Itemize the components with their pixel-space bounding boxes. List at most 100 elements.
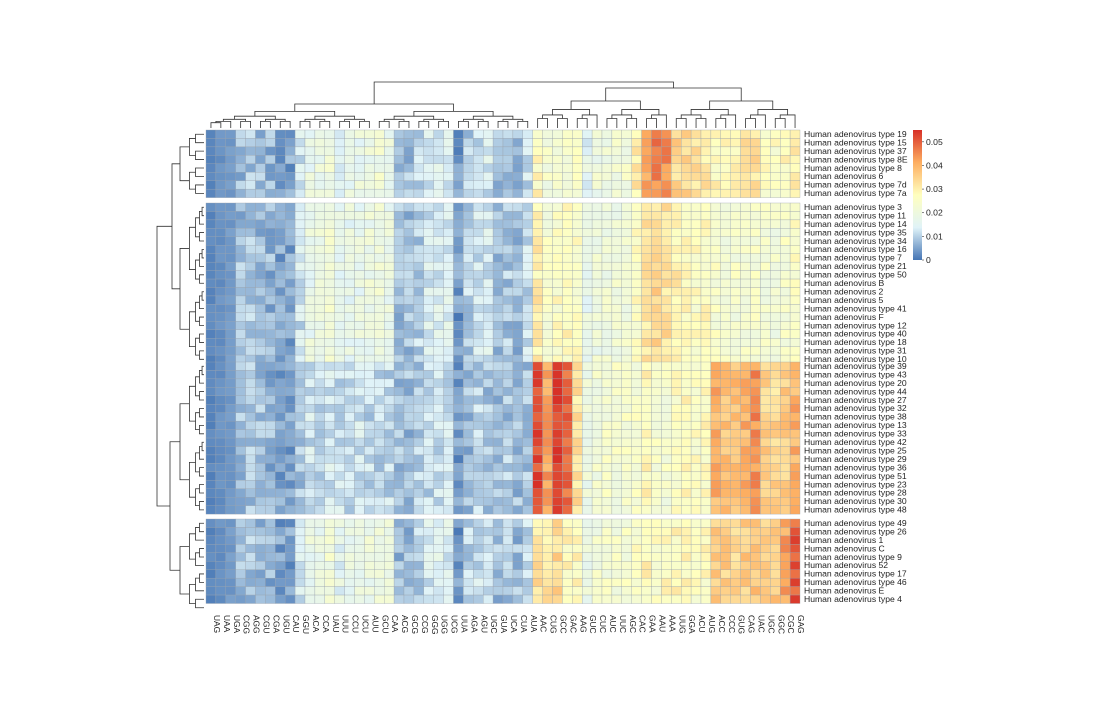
heatmap-cell	[532, 278, 543, 288]
heatmap-cell	[354, 471, 365, 481]
heatmap-cell	[611, 505, 622, 515]
heatmap-cell	[384, 518, 395, 528]
heatmap-cell	[789, 535, 801, 545]
heatmap-cell	[522, 245, 533, 254]
heatmap-cell	[453, 518, 464, 528]
heatmap-cell	[433, 412, 444, 422]
heatmap-cell	[621, 471, 632, 481]
heatmap-cell	[285, 488, 296, 498]
heatmap-cell	[364, 412, 375, 422]
heatmap-cell	[700, 471, 712, 481]
heatmap-cell	[463, 480, 474, 489]
heatmap-cell	[591, 497, 603, 506]
heatmap-cell	[572, 429, 583, 439]
heatmap-cell	[720, 446, 731, 456]
heatmap-cell	[681, 387, 692, 396]
heatmap-cell	[572, 346, 583, 356]
heatmap-cell	[473, 420, 484, 430]
heatmap-cell	[770, 594, 781, 604]
heatmap-cell	[354, 437, 365, 447]
heatmap-cell	[334, 429, 345, 439]
column-label: AUU	[370, 615, 380, 633]
heatmap-cell	[512, 312, 523, 322]
heatmap-cell	[413, 454, 424, 464]
heatmap-cell	[225, 236, 236, 246]
heatmap-cell	[542, 155, 553, 164]
heatmap-cell	[720, 577, 731, 587]
heatmap-cell	[364, 211, 375, 221]
heatmap-cell	[611, 429, 622, 439]
heatmap-cell	[631, 586, 642, 596]
heatmap-cell	[334, 404, 345, 413]
heatmap-cell	[235, 561, 246, 570]
heatmap-cell	[393, 480, 405, 489]
heatmap-cell	[631, 312, 642, 322]
heatmap-cell	[661, 429, 672, 439]
heatmap-cell	[512, 577, 523, 587]
heatmap-cell	[443, 146, 454, 156]
heatmap-cell	[364, 420, 375, 430]
heatmap-cell	[285, 552, 296, 562]
heatmap-cell	[651, 544, 662, 553]
heatmap-cell	[611, 219, 622, 229]
heatmap-cell	[215, 446, 226, 456]
heatmap-cell	[562, 253, 573, 263]
heatmap-cell	[502, 312, 514, 322]
heatmap-cell	[681, 338, 692, 347]
heatmap-cell	[572, 544, 583, 553]
heatmap-cell	[483, 211, 494, 221]
heatmap-cell	[294, 552, 306, 562]
heatmap-cell	[215, 561, 226, 570]
heatmap-cell	[502, 412, 514, 422]
heatmap-cell	[384, 488, 395, 498]
heatmap-cell	[522, 236, 533, 246]
heatmap-cell	[631, 270, 642, 280]
heatmap-cell	[294, 163, 306, 173]
heatmap-cell	[720, 261, 731, 271]
heatmap-cell	[215, 163, 226, 173]
heatmap-cell	[710, 228, 721, 237]
heatmap-cell	[433, 188, 444, 198]
heatmap-cell	[235, 180, 246, 190]
heatmap-cell	[582, 561, 593, 570]
heatmap-cell	[631, 527, 642, 537]
heatmap-cell	[591, 245, 603, 254]
heatmap-cell	[384, 463, 395, 473]
heatmap-cell	[265, 527, 276, 537]
heatmap-cell	[314, 211, 325, 221]
heatmap-cell	[582, 253, 593, 263]
heatmap-cell	[304, 129, 316, 139]
heatmap-cell	[285, 287, 296, 297]
heatmap-cell	[750, 535, 761, 545]
heatmap-cell	[611, 245, 622, 254]
heatmap-cell	[710, 370, 721, 380]
heatmap-cell	[205, 586, 217, 596]
heatmap-cell	[651, 338, 662, 347]
heatmap-cell	[483, 463, 494, 473]
heatmap-cell	[532, 211, 543, 221]
heatmap-cell	[671, 378, 682, 388]
heatmap-cell	[502, 228, 514, 237]
heatmap-cell	[235, 219, 246, 229]
heatmap-cell	[611, 446, 622, 456]
heatmap-cell	[334, 228, 345, 237]
heatmap-cell	[265, 544, 276, 553]
heatmap-cell	[631, 321, 642, 330]
heatmap-cell	[443, 429, 454, 439]
heatmap-cell	[403, 463, 415, 473]
heatmap-cell	[532, 370, 543, 380]
column-labels: UAG UAA UGA CGG AGG CGU CGA UGU CAU GGU ACA CCA UAU U…	[212, 615, 806, 635]
heatmap-cell	[492, 497, 504, 506]
heatmap-cell	[384, 172, 395, 181]
heatmap-cell	[572, 471, 583, 481]
heatmap-cell	[275, 552, 286, 562]
heatmap-cell	[492, 395, 504, 405]
heatmap-cell	[413, 202, 424, 212]
heatmap-cell	[384, 304, 395, 314]
heatmap-cell	[473, 518, 484, 528]
heatmap-cell	[473, 505, 484, 515]
heatmap-cell	[641, 287, 652, 297]
heatmap-cell	[631, 561, 642, 570]
heatmap-cell	[463, 577, 474, 587]
heatmap-cell	[750, 480, 761, 489]
